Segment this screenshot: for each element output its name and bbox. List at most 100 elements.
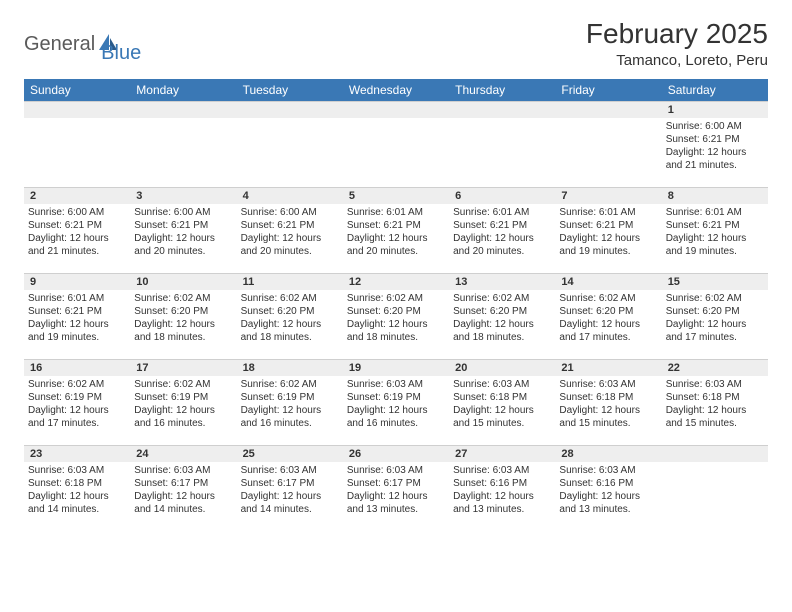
calendar-cell (555, 102, 661, 188)
day-detail-line: Sunset: 6:20 PM (347, 305, 445, 318)
weekday-header: Thursday (449, 79, 555, 102)
day-detail-line: Daylight: 12 hours (666, 232, 764, 245)
calendar-cell: 23Sunrise: 6:03 AMSunset: 6:18 PMDayligh… (24, 446, 130, 532)
day-detail-line: and 19 minutes. (559, 245, 657, 258)
day-detail-line: and 17 minutes. (666, 331, 764, 344)
day-number: 4 (237, 188, 343, 204)
day-detail-line: Daylight: 12 hours (241, 490, 339, 503)
day-detail-line: Sunrise: 6:01 AM (559, 206, 657, 219)
calendar-cell (449, 102, 555, 188)
calendar-table: Sunday Monday Tuesday Wednesday Thursday… (24, 79, 768, 532)
day-details: Sunrise: 6:02 AMSunset: 6:20 PMDaylight:… (555, 290, 661, 348)
day-number: 22 (662, 360, 768, 376)
day-details: Sunrise: 6:03 AMSunset: 6:18 PMDaylight:… (24, 462, 130, 520)
day-detail-line: Sunrise: 6:03 AM (347, 464, 445, 477)
day-number (662, 446, 768, 462)
day-detail-line: Sunset: 6:19 PM (134, 391, 232, 404)
title-block: February 2025 Tamanco, Loreto, Peru (586, 18, 768, 69)
day-number (343, 102, 449, 118)
day-details: Sunrise: 6:02 AMSunset: 6:19 PMDaylight:… (130, 376, 236, 434)
day-detail-line: and 19 minutes. (666, 245, 764, 258)
calendar-cell: 16Sunrise: 6:02 AMSunset: 6:19 PMDayligh… (24, 360, 130, 446)
weekday-header: Monday (130, 79, 236, 102)
day-detail-line: Daylight: 12 hours (559, 232, 657, 245)
day-detail-line: Sunrise: 6:02 AM (241, 378, 339, 391)
day-number: 9 (24, 274, 130, 290)
day-number: 6 (449, 188, 555, 204)
day-detail-line: Sunrise: 6:02 AM (453, 292, 551, 305)
day-detail-line: and 20 minutes. (241, 245, 339, 258)
day-details: Sunrise: 6:00 AMSunset: 6:21 PMDaylight:… (24, 204, 130, 262)
logo: General Blue (24, 18, 141, 65)
calendar-cell (343, 102, 449, 188)
day-detail-line: and 20 minutes. (453, 245, 551, 258)
day-detail-line: Sunrise: 6:01 AM (28, 292, 126, 305)
calendar-cell: 13Sunrise: 6:02 AMSunset: 6:20 PMDayligh… (449, 274, 555, 360)
day-details: Sunrise: 6:03 AMSunset: 6:19 PMDaylight:… (343, 376, 449, 434)
calendar-cell: 20Sunrise: 6:03 AMSunset: 6:18 PMDayligh… (449, 360, 555, 446)
day-details: Sunrise: 6:00 AMSunset: 6:21 PMDaylight:… (130, 204, 236, 262)
day-detail-line: Sunrise: 6:02 AM (347, 292, 445, 305)
calendar-week-row: 9 Sunrise: 6:01 AMSunset: 6:21 PM Daylight… (24, 274, 768, 360)
day-number: 1 (662, 102, 768, 118)
calendar-cell: 18Sunrise: 6:02 AMSunset: 6:19 PMDayligh… (237, 360, 343, 446)
day-detail-line: Daylight: 12 hours (28, 404, 126, 417)
day-detail-line: and 15 minutes. (666, 417, 764, 430)
location-text: Tamanco, Loreto, Peru (586, 52, 768, 69)
day-number: 14 (555, 274, 661, 290)
day-number: 5 (343, 188, 449, 204)
day-detail-line: Sunset: 6:21 PM (28, 305, 126, 318)
day-details (24, 118, 130, 124)
day-detail-line: Sunset: 6:21 PM (241, 219, 339, 232)
day-detail-line: Daylight: 12 hours (134, 318, 232, 331)
day-detail-line: Daylight: 12 hours (28, 232, 126, 245)
day-number: 8 (662, 188, 768, 204)
weekday-header: Tuesday (237, 79, 343, 102)
weekday-header: Sunday (24, 79, 130, 102)
day-detail-line: Sunset: 6:20 PM (666, 305, 764, 318)
day-number (555, 102, 661, 118)
day-details: Sunrise: 6:02 AMSunset: 6:19 PMDaylight:… (24, 376, 130, 434)
day-detail-line: Sunset: 6:20 PM (134, 305, 232, 318)
day-detail-line: Sunrise: 6:02 AM (134, 292, 232, 305)
day-detail-line: Sunset: 6:16 PM (559, 477, 657, 490)
day-detail-line: and 15 minutes. (559, 417, 657, 430)
calendar-cell: 24Sunrise: 6:03 AMSunset: 6:17 PMDayligh… (130, 446, 236, 532)
day-detail-line: and 16 minutes. (134, 417, 232, 430)
day-detail-line: and 16 minutes. (347, 417, 445, 430)
calendar-cell: 12Sunrise: 6:02 AMSunset: 6:20 PMDayligh… (343, 274, 449, 360)
day-number: 28 (555, 446, 661, 462)
day-details: Sunrise: 6:03 AMSunset: 6:18 PMDaylight:… (555, 376, 661, 434)
day-detail-line: Daylight: 12 hours (453, 232, 551, 245)
day-details: Sunrise: 6:02 AMSunset: 6:20 PMDaylight:… (130, 290, 236, 348)
calendar-cell (662, 446, 768, 532)
day-detail-line: and 14 minutes. (134, 503, 232, 516)
day-detail-line: Daylight: 12 hours (347, 490, 445, 503)
day-detail-line: Sunrise: 6:00 AM (666, 120, 764, 133)
day-number: 15 (662, 274, 768, 290)
day-detail-line: Sunrise: 6:01 AM (453, 206, 551, 219)
day-detail-line: Sunset: 6:18 PM (666, 391, 764, 404)
day-detail-line: Sunset: 6:17 PM (134, 477, 232, 490)
day-detail-line: Daylight: 12 hours (28, 490, 126, 503)
day-detail-line: Daylight: 12 hours (453, 318, 551, 331)
calendar-cell: 19Sunrise: 6:03 AMSunset: 6:19 PMDayligh… (343, 360, 449, 446)
day-detail-line: Sunset: 6:20 PM (559, 305, 657, 318)
day-detail-line: Sunset: 6:19 PM (241, 391, 339, 404)
day-details (662, 462, 768, 468)
calendar-cell: 22Sunrise: 6:03 AMSunset: 6:18 PMDayligh… (662, 360, 768, 446)
day-detail-line: Daylight: 12 hours (347, 404, 445, 417)
day-details: Sunrise: 6:02 AMSunset: 6:20 PMDaylight:… (343, 290, 449, 348)
day-details: Sunrise: 6:03 AMSunset: 6:16 PMDaylight:… (449, 462, 555, 520)
day-detail-line: Sunrise: 6:01 AM (666, 206, 764, 219)
day-detail-line: and 18 minutes. (453, 331, 551, 344)
day-detail-line: Sunset: 6:17 PM (241, 477, 339, 490)
calendar-cell (130, 102, 236, 188)
day-detail-line: Sunset: 6:21 PM (347, 219, 445, 232)
day-detail-line: Sunrise: 6:02 AM (241, 292, 339, 305)
calendar-cell: 6Sunrise: 6:01 AMSunset: 6:21 PMDaylight… (449, 188, 555, 274)
day-detail-line: Sunrise: 6:03 AM (666, 378, 764, 391)
day-number: 16 (24, 360, 130, 376)
day-detail-line: Daylight: 12 hours (559, 404, 657, 417)
day-detail-line: and 14 minutes. (241, 503, 339, 516)
